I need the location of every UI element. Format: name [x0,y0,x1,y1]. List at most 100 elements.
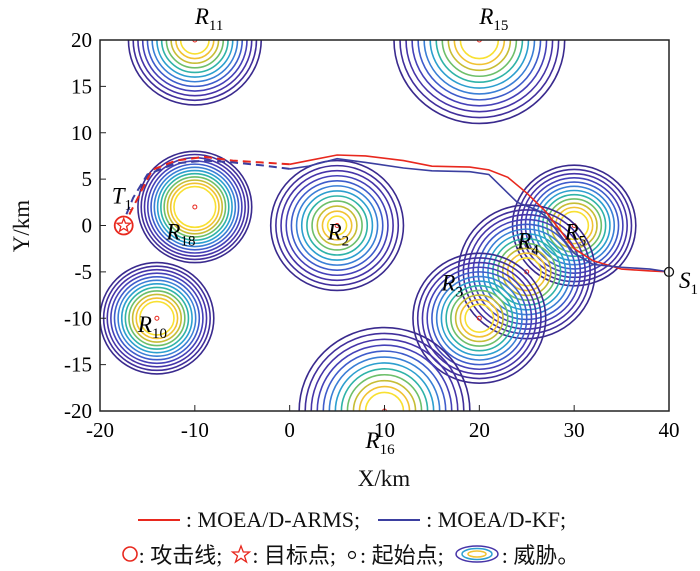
contour-ring [275,164,400,287]
x-tick-label: 0 [284,418,295,442]
contour-ring [393,40,566,125]
contour-ring [417,40,542,101]
contour-ring [300,190,374,261]
x-tick-label: -20 [86,418,114,442]
contour-ring [285,174,389,277]
legend-start: : 起始点; [360,543,444,568]
contour-ring [459,40,500,60]
contour-ring [321,210,353,241]
contour-ring [453,40,506,66]
contour-ring [306,195,369,256]
y-tick-label: -15 [64,353,92,377]
legend-row-2: : 攻击线; : 目标点; : 起始点; : 威胁。 [0,538,700,570]
contour-ring [441,40,518,78]
contour-ring [137,150,253,264]
contour-ring [364,391,405,411]
path-dashed-MOEA/D-KF [124,159,290,217]
threat-R10 [100,261,215,375]
contour-ring [269,159,405,292]
contour-ring [454,294,504,343]
legend-label: : MOEA/D-ARMS; [185,507,361,532]
contour-ring [146,40,244,88]
contour-ring [423,40,536,95]
contour-ring [520,172,628,279]
threat-center [154,315,160,321]
contour-ring [340,368,429,411]
contour-ring [541,193,607,258]
threat-label: R5 [564,219,587,249]
circle-icon [121,546,138,562]
contour-ring [316,205,358,246]
target-star [115,216,133,233]
x-tick-label: 40 [659,418,680,442]
start-label: S1 [679,268,698,298]
threat-center [192,40,198,43]
contour-ring [496,242,557,302]
contour-ring [304,332,465,411]
contour-ring [110,272,204,365]
contour-ring [450,289,509,347]
contour-ring [139,300,175,336]
contour-ring [166,179,224,235]
contour-plot: -20 -10 0 10 20 30 40 -20 -15 -10 -5 0 5 10 15 20 R11 R15… [64,4,698,458]
threat-center [476,315,482,321]
y-tick-label: -10 [64,306,92,330]
contour-ring [156,40,234,78]
contour-ring [459,298,500,338]
contour-ring [506,252,547,292]
contour-ring [440,280,519,357]
contour-ring [399,40,560,119]
contour-ring [421,261,538,375]
contour-ring [141,40,248,92]
contour-ring [358,385,411,411]
contour-ring [435,275,523,361]
y-tick-label: -20 [64,399,92,423]
threat-label: R2 [327,219,350,249]
contour-ring [113,275,201,361]
x-tick-label: 10 [374,418,395,442]
plot-area [100,40,669,411]
threat-center [476,40,482,43]
contour-ring [467,213,587,330]
threat-label: R16 [365,428,396,458]
contour-ring [295,185,379,266]
contour-ring [416,257,542,380]
star-icon [230,544,252,564]
contour-ring [492,237,562,306]
contour-ring [160,40,229,74]
contour-ring [135,297,179,340]
x-tick-label: 20 [469,418,490,442]
contour-ring [426,266,533,371]
contour-ring [124,286,190,350]
threat-R2 [269,159,405,292]
contour-ring [106,268,208,368]
contour-ring [429,40,530,89]
contour-ring [132,40,258,102]
contour-ring [117,279,197,357]
contour-ring [160,172,230,241]
contour-ring [100,261,215,375]
contour-ring [102,265,211,372]
legend-row-1: : MOEA/D-ARMS; : MOEA/D-KF; [0,507,700,533]
contour-ring [153,166,237,248]
path-dashed-MOEA/D-ARMS [127,155,290,217]
x-tick-label: -10 [181,418,209,442]
target-label: T1 [112,184,132,214]
contour-ring [120,283,193,354]
contour-ring [447,40,512,72]
contour-ring [170,40,220,64]
contour-ring [405,40,554,113]
contour-ring [328,356,441,411]
legend-attack: : 攻击线; [138,543,223,568]
contour-ring [412,252,547,384]
legend-label: : MOEA/D-KF; [426,507,567,532]
threat-label: R15 [478,4,508,34]
contour-ring [280,169,394,282]
y-axis-label: Y/km [9,199,34,253]
red-line-swatch [137,519,180,521]
y-tick-label: 0 [82,214,93,238]
contour-ring [322,350,447,411]
contour-ring [524,177,624,274]
contour-ring [511,257,542,287]
